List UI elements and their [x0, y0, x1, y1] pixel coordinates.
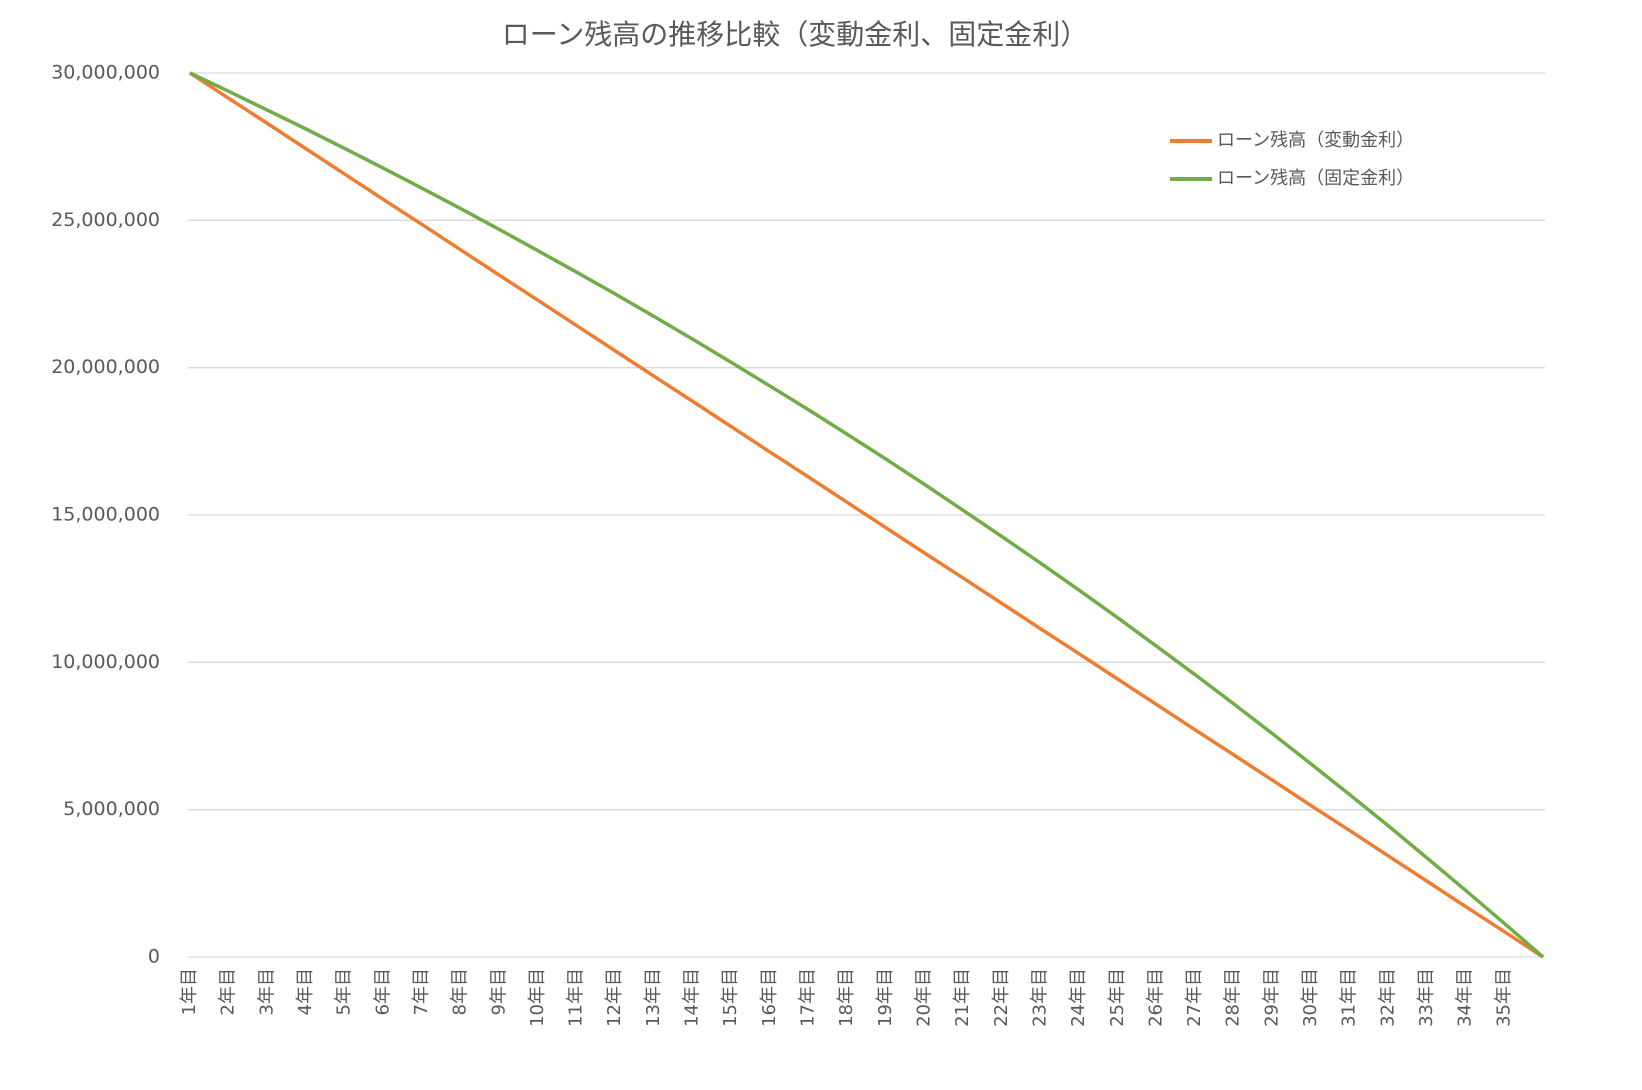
x-tick-label: 24年目 [1068, 968, 1089, 1027]
x-tick-label: 12年目 [604, 968, 625, 1027]
x-tick-label: 5年目 [334, 968, 355, 1015]
x-tick-label: 9年目 [488, 968, 509, 1015]
x-tick-label: 34年目 [1455, 968, 1476, 1027]
x-tick-label: 33年目 [1416, 968, 1437, 1027]
series-line [189, 71, 1544, 959]
y-tick-label: 10,000,000 [51, 651, 160, 673]
x-tick-label: 10年目 [527, 968, 548, 1027]
y-tick-label: 25,000,000 [51, 209, 160, 231]
x-tick-label: 20年目 [913, 968, 934, 1027]
x-tick-label: 2年目 [218, 968, 239, 1015]
x-tick-label: 31年目 [1339, 968, 1360, 1027]
x-tick-label: 13年目 [643, 968, 664, 1027]
x-tick-label: 29年目 [1261, 968, 1282, 1027]
x-tick-label: 27年目 [1184, 968, 1205, 1027]
x-tick-label: 8年目 [450, 968, 471, 1015]
x-tick-label: 6年目 [372, 968, 393, 1015]
x-tick-label: 19年目 [875, 968, 896, 1027]
x-tick-label: 30年目 [1300, 968, 1321, 1027]
x-tick-label: 1年目 [179, 968, 200, 1015]
x-tick-label: 21年目 [952, 968, 973, 1027]
x-tick-label: 3年目 [256, 968, 277, 1015]
chart-title: ローン残高の推移比較（変動金利、固定金利） [502, 18, 1089, 51]
y-tick-label: 0 [148, 946, 160, 968]
legend-label: ローン残高（変動金利） [1217, 130, 1414, 151]
y-tick-label: 5,000,000 [63, 798, 160, 820]
x-tick-label: 17年目 [798, 968, 819, 1027]
x-tick-label: 4年目 [295, 968, 316, 1015]
x-tick-label: 26年目 [1145, 968, 1166, 1027]
x-tick-label: 32年目 [1377, 968, 1398, 1027]
legend-label: ローン残高（固定金利） [1217, 168, 1414, 189]
x-tick-label: 28年目 [1223, 968, 1244, 1027]
x-tick-label: 35年目 [1493, 968, 1514, 1027]
x-tick-label: 22年目 [991, 968, 1012, 1027]
y-tick-label: 15,000,000 [51, 504, 160, 526]
x-tick-label: 18年目 [836, 968, 857, 1027]
x-tick-label: 16年目 [759, 968, 780, 1027]
y-tick-label: 20,000,000 [51, 356, 160, 378]
series-line [189, 71, 1545, 959]
x-tick-label: 25年目 [1107, 968, 1128, 1027]
x-tick-label: 15年目 [720, 968, 741, 1027]
x-tick-label: 14年目 [682, 968, 703, 1027]
x-tick-label: 23年目 [1029, 968, 1050, 1027]
x-tick-label: 7年目 [411, 968, 432, 1015]
x-tick-label: 11年目 [566, 968, 587, 1027]
y-tick-label: 30,000,000 [51, 62, 160, 84]
